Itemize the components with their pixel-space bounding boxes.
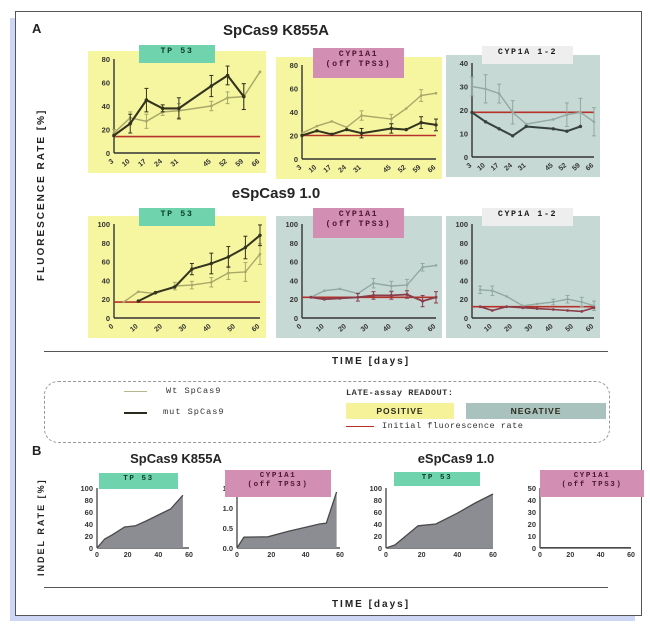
svg-text:20: 20 [102,295,110,304]
svg-text:0: 0 [294,314,298,323]
svg-text:0: 0 [538,552,542,559]
svg-text:0: 0 [532,544,536,553]
svg-text:80: 80 [290,239,298,248]
svg-text:10: 10 [460,130,468,139]
svg-text:40: 40 [102,276,110,285]
svg-text:60: 60 [102,258,110,267]
svg-text:40: 40 [290,276,298,285]
svg-text:10: 10 [528,532,536,541]
svg-text:80: 80 [85,496,93,505]
svg-text:20: 20 [267,552,275,559]
svg-text:80: 80 [290,61,298,70]
svg-text:40: 40 [528,496,536,505]
svg-text:0: 0 [106,149,110,158]
svg-text:40: 40 [290,108,298,117]
svg-text:0: 0 [235,552,239,559]
svg-text:20: 20 [102,126,110,135]
svg-text:0: 0 [464,153,468,162]
svg-text:20: 20 [290,132,298,141]
svg-text:60: 60 [185,552,193,559]
svg-text:0: 0 [106,314,110,323]
svg-text:40: 40 [460,276,468,285]
svg-text:100: 100 [455,220,468,229]
svg-text:0: 0 [384,552,388,559]
svg-text:40: 40 [374,520,382,529]
svg-text:60: 60 [290,85,298,94]
svg-text:0.5: 0.5 [223,524,233,533]
svg-text:80: 80 [374,496,382,505]
svg-text:20: 20 [85,532,93,541]
svg-text:60: 60 [85,508,93,517]
svg-text:0: 0 [95,552,99,559]
svg-text:0.0: 0.0 [223,544,233,553]
svg-text:40: 40 [460,59,468,68]
svg-text:0: 0 [294,155,298,164]
svg-text:60: 60 [627,552,635,559]
svg-text:30: 30 [528,508,536,517]
svg-text:100: 100 [369,484,382,493]
svg-text:50: 50 [528,484,536,493]
svg-text:60: 60 [489,552,497,559]
svg-text:40: 40 [597,552,605,559]
svg-text:20: 20 [566,552,574,559]
svg-text:80: 80 [102,55,110,64]
svg-text:40: 40 [102,102,110,111]
svg-text:40: 40 [154,552,162,559]
svg-text:30: 30 [460,83,468,92]
svg-text:40: 40 [453,552,461,559]
svg-text:40: 40 [85,520,93,529]
svg-text:80: 80 [102,239,110,248]
svg-text:0: 0 [378,544,382,553]
svg-text:1.0: 1.0 [223,504,233,513]
svg-text:60: 60 [290,258,298,267]
svg-text:40: 40 [302,552,310,559]
svg-text:20: 20 [418,552,426,559]
svg-text:20: 20 [374,532,382,541]
svg-text:60: 60 [460,258,468,267]
svg-text:20: 20 [124,552,132,559]
svg-text:20: 20 [460,106,468,115]
svg-text:60: 60 [336,552,344,559]
svg-text:100: 100 [285,220,298,229]
svg-text:60: 60 [374,508,382,517]
svg-text:0: 0 [89,544,93,553]
svg-text:100: 100 [80,484,93,493]
svg-text:100: 100 [97,220,110,229]
svg-text:20: 20 [290,295,298,304]
svg-text:0: 0 [464,314,468,323]
svg-text:80: 80 [460,239,468,248]
svg-text:20: 20 [460,295,468,304]
svg-text:60: 60 [102,79,110,88]
svg-text:20: 20 [528,520,536,529]
